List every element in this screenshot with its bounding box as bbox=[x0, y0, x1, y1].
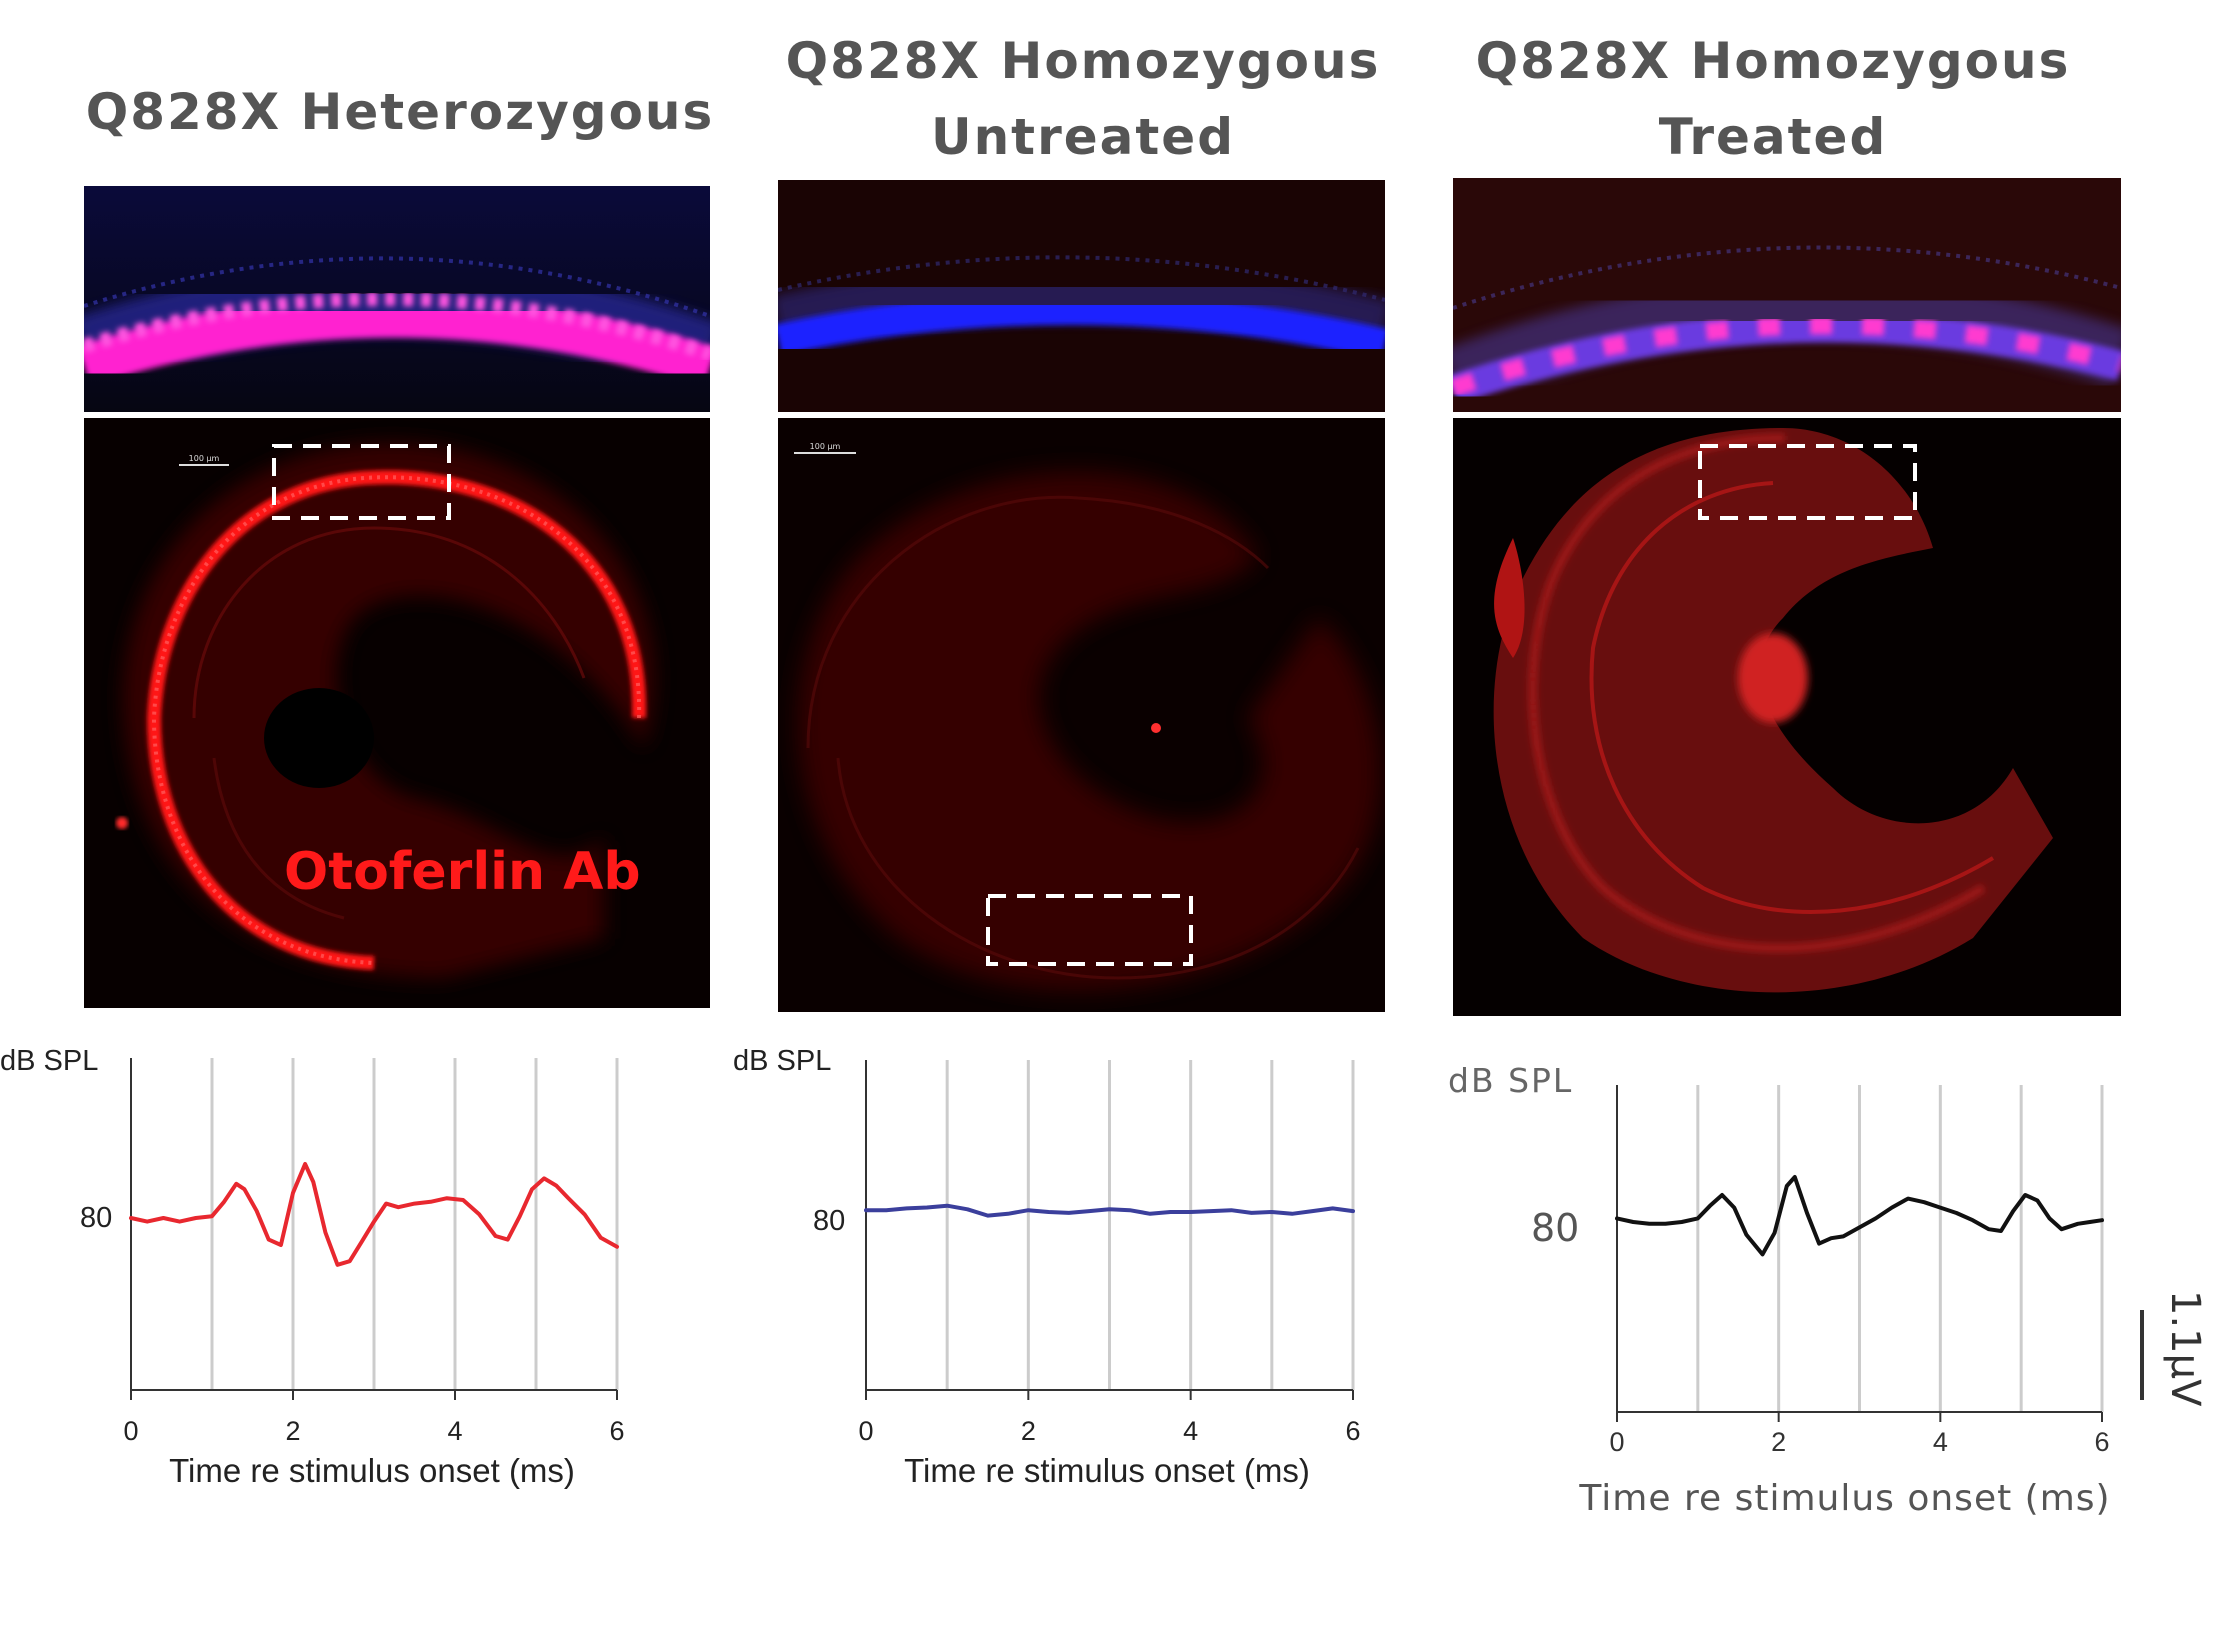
voltage-scale-label: 1.1μV bbox=[2162, 1290, 2208, 1407]
untreated-abr-trace bbox=[864, 1203, 1355, 1218]
treated-x-tick-label: 2 bbox=[1771, 1427, 1786, 1457]
title-heterozygous: Q828X Heterozygous bbox=[65, 74, 735, 150]
untreated-zoom-box bbox=[986, 894, 1193, 966]
title-homozygous-treated: Q828X Homozygous Treated bbox=[1428, 23, 2118, 175]
hetero-xlabel: Time re stimulus onset (ms) bbox=[169, 1452, 575, 1489]
untreated-cochlea-image: 100 μm bbox=[778, 418, 1385, 1012]
hetero-x-tick-label: 0 bbox=[123, 1416, 138, 1446]
abr-chart-treated: dB SPL 80 Time re stimulus onset (ms) 1.… bbox=[1448, 1061, 2208, 1519]
treated-x-tick-label: 4 bbox=[1933, 1427, 1948, 1457]
untreated-x-tick-label: 2 bbox=[1021, 1416, 1036, 1446]
hetero-x-tick-label: 2 bbox=[285, 1416, 300, 1446]
title-untreated-line-2: Untreated bbox=[930, 108, 1235, 166]
title-untreated-line-1: Q828X Homozygous bbox=[785, 32, 1381, 90]
title-treated-line-1: Q828X Homozygous bbox=[1475, 32, 2071, 90]
title-treated-line-2: Treated bbox=[1658, 108, 1888, 166]
treated-zoom-box bbox=[1698, 444, 1917, 520]
hetero-inset-image bbox=[84, 186, 710, 412]
hetero-zoom-box bbox=[272, 444, 451, 520]
hetero-abr-trace bbox=[129, 1162, 619, 1267]
treated-xlabel: Time re stimulus onset (ms) bbox=[1578, 1478, 2110, 1519]
untreated-level-label: 80 bbox=[813, 1205, 845, 1237]
treated-x-tick-label: 0 bbox=[1609, 1427, 1624, 1457]
hetero-x-tick-label: 6 bbox=[609, 1416, 624, 1446]
treated-cochlea-image bbox=[1453, 418, 2121, 1016]
untreated-ylabel: dB SPL bbox=[733, 1045, 831, 1077]
title-heterozygous-line-1: Q828X Heterozygous bbox=[85, 83, 715, 141]
untreated-x-tick-label: 6 bbox=[1345, 1416, 1360, 1446]
untreated-x-tick-label: 4 bbox=[1183, 1416, 1198, 1446]
treated-level-label: 80 bbox=[1531, 1206, 1579, 1250]
untreated-inset-image bbox=[778, 180, 1385, 412]
treated-ylabel: dB SPL bbox=[1448, 1061, 1573, 1100]
untreated-x-tick-label: 0 bbox=[858, 1416, 873, 1446]
hetero-ylabel: dB SPL bbox=[0, 1045, 98, 1077]
treated-abr-trace bbox=[1615, 1175, 2104, 1257]
abr-chart-untreated: dB SPL 80 Time re stimulus onset (ms) 0 2… bbox=[733, 1045, 1361, 1489]
title-homozygous-untreated: Q828X Homozygous Untreated bbox=[738, 23, 1428, 175]
treated-x-tick-label: 6 bbox=[2094, 1427, 2109, 1457]
hetero-level-label: 80 bbox=[80, 1202, 112, 1234]
hetero-x-tick-label: 4 bbox=[447, 1416, 462, 1446]
treated-inset-image bbox=[1453, 178, 2121, 412]
hetero-scale-bar-label: 100 μm bbox=[189, 454, 220, 463]
otoferlin-label: Otoferlin Ab bbox=[284, 842, 641, 902]
untreated-scale-bar-label: 100 μm bbox=[810, 442, 841, 451]
untreated-xlabel: Time re stimulus onset (ms) bbox=[904, 1452, 1310, 1489]
abr-chart-heterozygous: dB SPL 80 Time re stimulus onset (ms) 0 2… bbox=[0, 1045, 625, 1489]
hetero-cochlea-image: 100 μm Otoferlin Ab bbox=[84, 418, 710, 1008]
